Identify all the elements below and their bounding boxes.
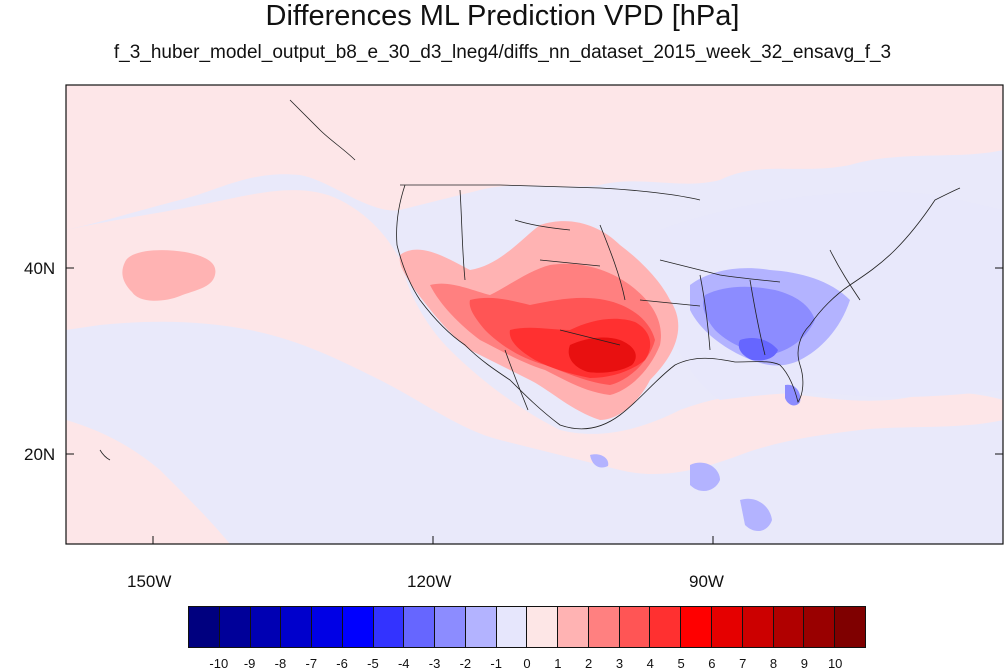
lat-label-40n: 40N xyxy=(24,259,56,278)
colorbar-tick-label: 3 xyxy=(615,656,624,671)
colorbar-swatch xyxy=(742,607,774,647)
colorbar-tick-label: 5 xyxy=(677,656,685,671)
colorbar-swatch xyxy=(558,607,589,647)
lat-label-20n: 20N xyxy=(24,445,56,464)
colorbar-tick-label: -4 xyxy=(397,656,410,671)
caribbean-negative-2 xyxy=(740,498,772,532)
colorbar-tick-label: -3 xyxy=(428,656,441,671)
southeast-level-3 xyxy=(738,338,778,361)
colorbar-tick-label: 7 xyxy=(739,656,747,671)
lon-label-90w: 90W xyxy=(689,572,724,591)
colorbar-tick-label: 4 xyxy=(646,656,654,671)
colorbar xyxy=(188,606,866,648)
colorbar-tick-label: 8 xyxy=(769,656,778,671)
colorbar-tick-label: 2 xyxy=(585,656,593,671)
colorbar-tick-label: -2 xyxy=(459,656,472,671)
positive-region-southwest xyxy=(66,420,230,544)
caribbean-negative-3 xyxy=(590,454,609,468)
lon-label-150w: 150W xyxy=(127,572,172,591)
southwest-level-6 xyxy=(568,337,636,373)
colorbar-swatch xyxy=(312,607,343,647)
colorbar-swatch xyxy=(435,607,466,647)
map-frame xyxy=(65,84,1004,545)
colorbar-swatch xyxy=(404,607,436,647)
colorbar-tick-label: -8 xyxy=(274,656,287,671)
colorbar-swatch xyxy=(219,607,251,647)
colorbar-tick-label: -7 xyxy=(305,656,318,671)
colorbar-swatch xyxy=(281,607,313,647)
lon-label-120w: 120W xyxy=(407,572,452,591)
colorbar-tick-label: -5 xyxy=(367,656,379,671)
colorbar-tick-label: 1 xyxy=(554,656,562,671)
colorbar-swatch xyxy=(835,607,865,647)
colorbar-tick-label: -9 xyxy=(243,656,256,671)
colorbar-swatch xyxy=(619,607,651,647)
colorbar-tick-label: 10 xyxy=(827,656,843,671)
colorbar-swatch xyxy=(465,607,497,647)
axis-ticks xyxy=(66,267,1003,544)
florida-negative xyxy=(785,384,801,406)
colorbar-swatch xyxy=(804,607,836,647)
coastlines xyxy=(99,99,961,461)
map-title: Differences ML Prediction VPD [hPa] xyxy=(265,0,740,32)
colorbar-tick-label: -6 xyxy=(336,656,348,671)
colorbar-tick-label: -10 xyxy=(209,656,229,671)
colorbar-swatch xyxy=(650,607,682,647)
colorbar-swatch xyxy=(250,607,282,647)
colorbar-swatch xyxy=(712,607,743,647)
pacific-positive-blob xyxy=(122,250,216,301)
colorbar-tick-label: 9 xyxy=(800,656,808,671)
colorbar-swatch xyxy=(681,607,713,647)
colorbar-swatch xyxy=(588,607,620,647)
colorbar-swatch xyxy=(342,607,374,647)
colorbar-swatch xyxy=(773,607,805,647)
caribbean-negative-1 xyxy=(690,462,720,492)
positive-region-west xyxy=(66,190,1003,475)
positive-region-north xyxy=(66,85,1003,230)
colorbar-swatch xyxy=(496,607,528,647)
map-subtitle: f_3_huber_model_output_b8_e_30_d3_lneg4/… xyxy=(113,42,892,63)
colorbar-tick-label: 0 xyxy=(523,656,531,671)
southeast-level-2 xyxy=(703,286,815,355)
colorbar-swatch xyxy=(189,607,220,647)
colorbar-tick-label: 6 xyxy=(708,656,716,671)
colorbar-tick-label: -1 xyxy=(490,656,502,671)
colorbar-swatch xyxy=(373,607,405,647)
colorbar-swatch xyxy=(527,607,559,647)
